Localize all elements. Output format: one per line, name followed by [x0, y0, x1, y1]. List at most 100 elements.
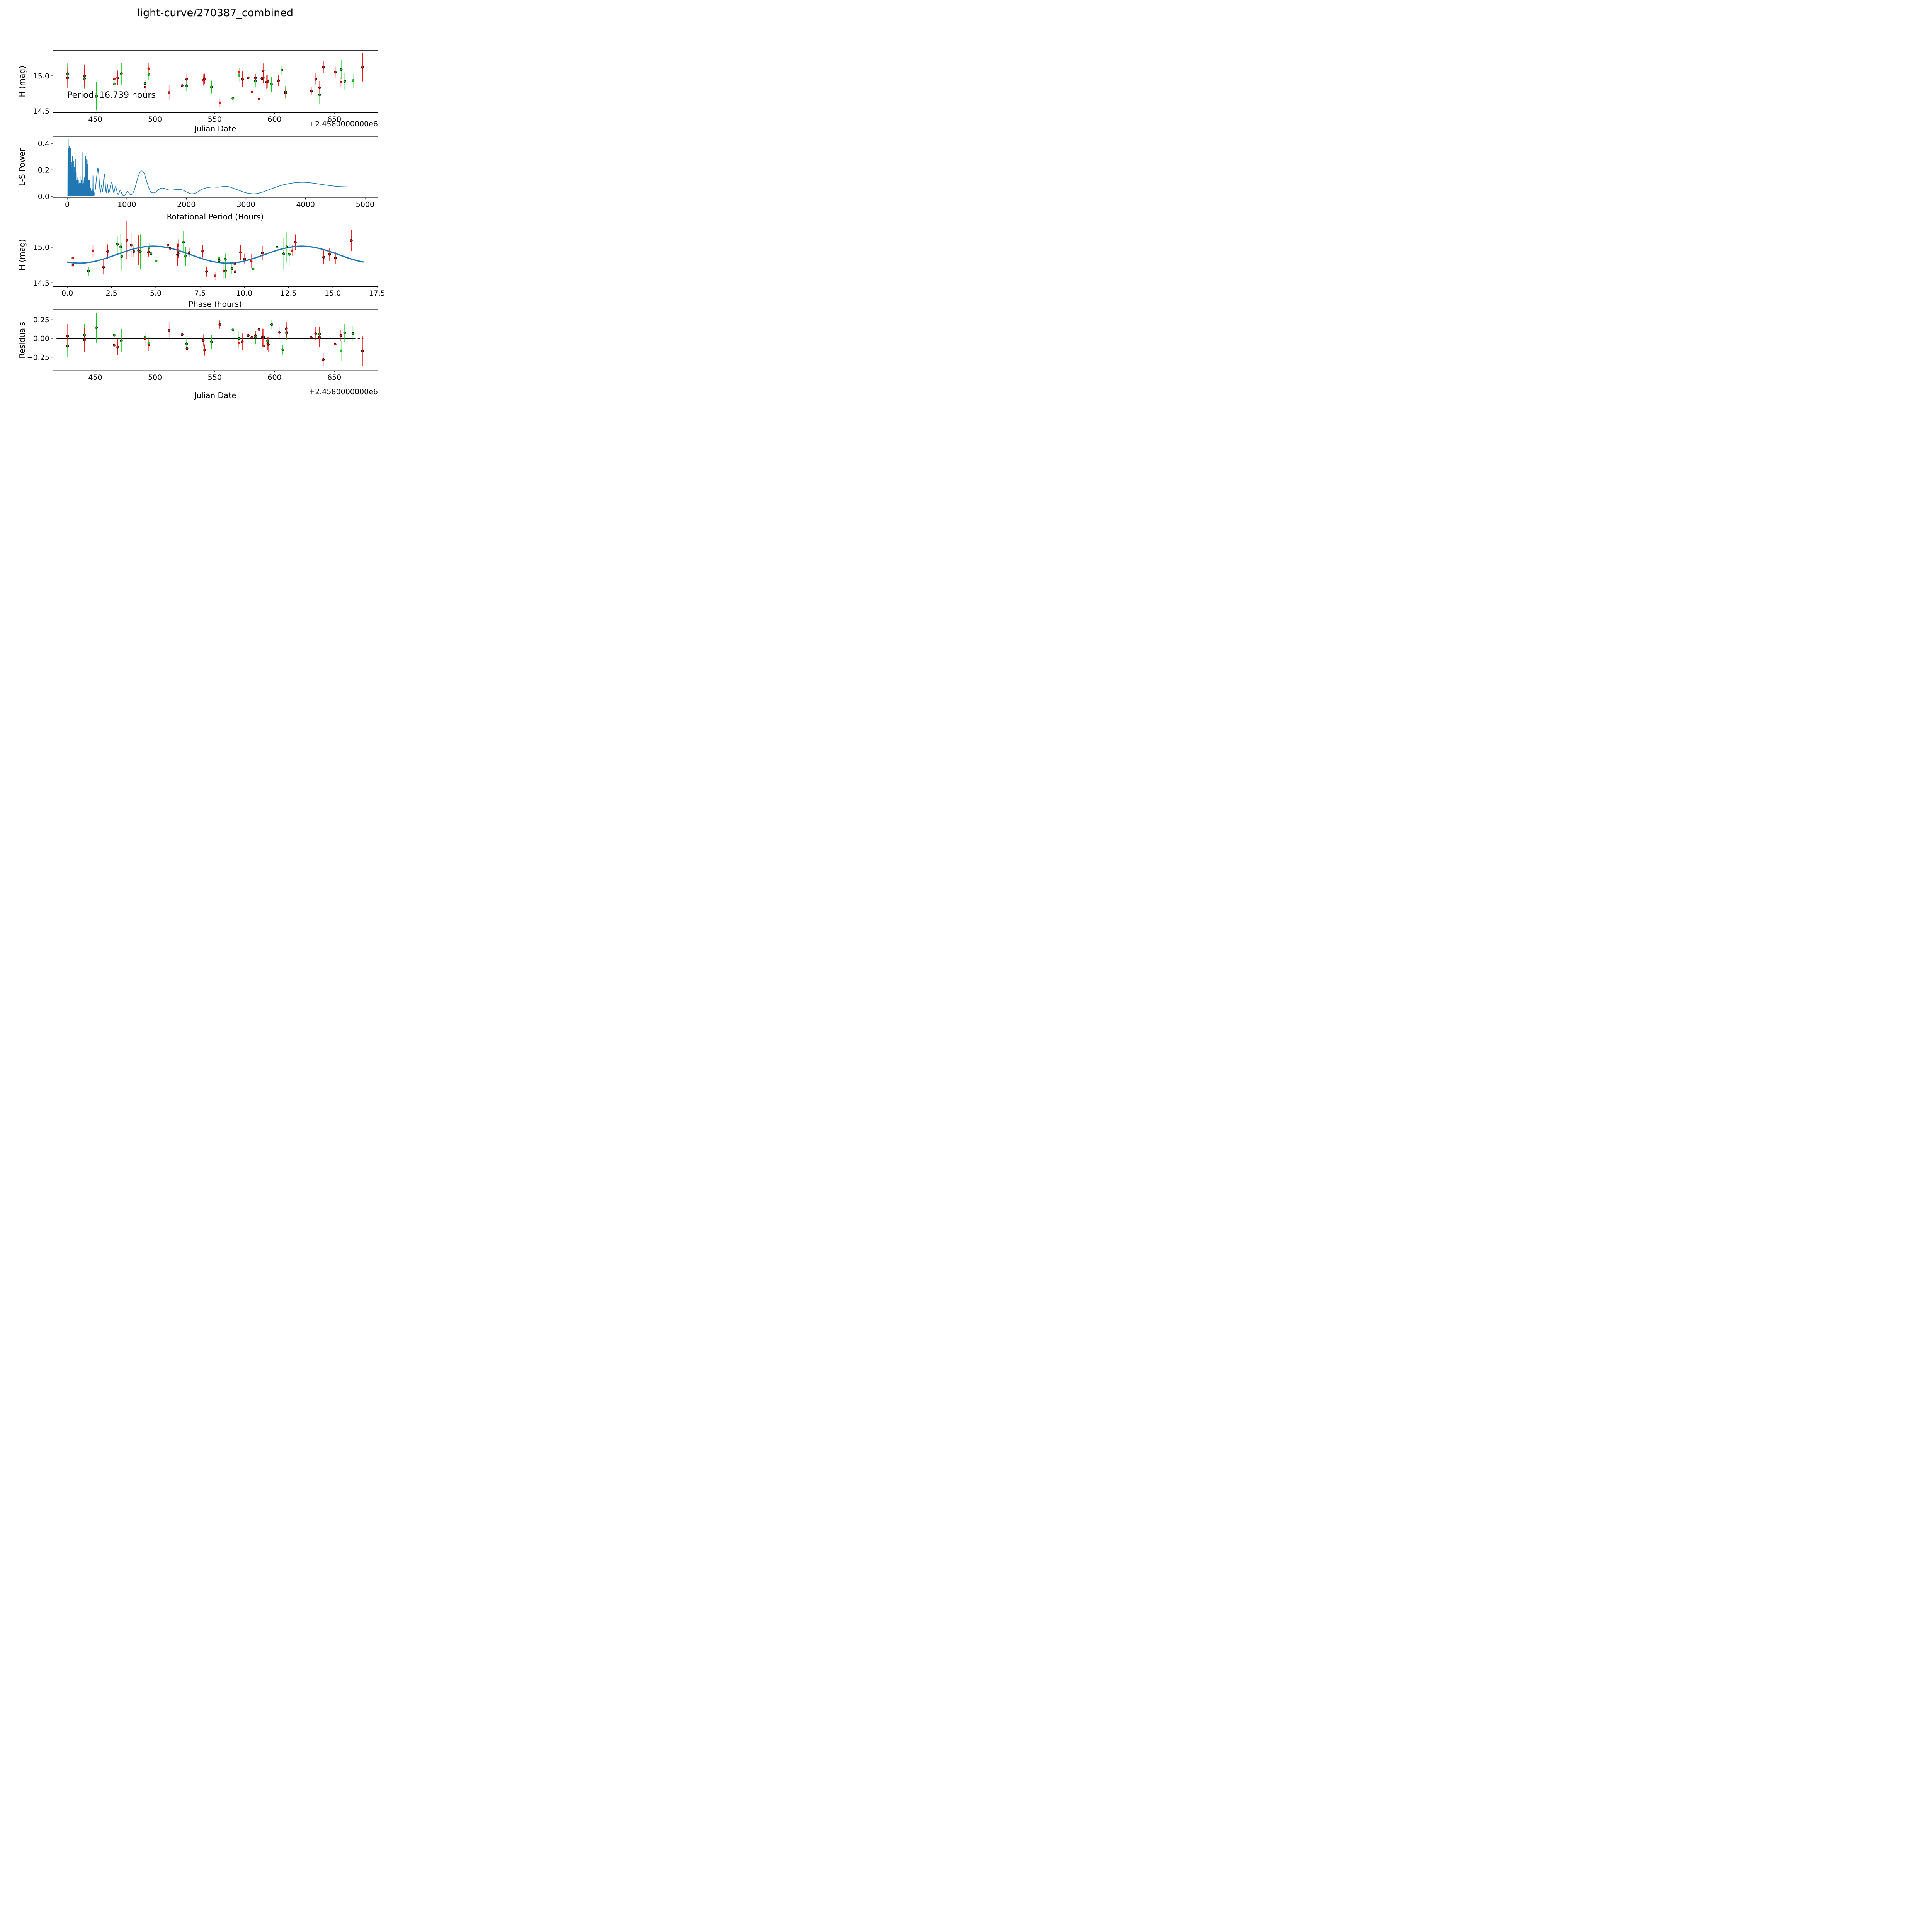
data-point-red: [334, 71, 337, 74]
p4-xaxis-offset: +2.4580000000e6: [309, 388, 378, 396]
x-tick-label: 600: [267, 115, 281, 124]
data-point-green: [148, 247, 151, 249]
data-point-red: [350, 239, 353, 242]
x-tick-label: 650: [327, 115, 341, 124]
data-point-green: [254, 79, 257, 82]
panel-residuals: 450 500 550 600 650 0.25 0.00 −0.25: [27, 309, 378, 382]
data-point-red: [113, 77, 116, 80]
data-point-red: [116, 77, 119, 79]
residual-point-red: [83, 338, 86, 342]
data-point-red: [238, 71, 240, 74]
data-point-red: [168, 91, 171, 94]
residual-point-red: [66, 335, 69, 338]
data-point-green: [288, 253, 291, 256]
x-tick-label: 0.0: [61, 289, 73, 298]
data-point-green: [185, 84, 188, 87]
data-point-red: [254, 77, 257, 79]
y-tick-label: 0.25: [33, 316, 49, 324]
p2-yaxis-label: L-S Power: [17, 148, 27, 186]
data-point-red: [177, 252, 180, 255]
residual-point-green: [231, 328, 235, 331]
y-tick-label: 0.4: [38, 139, 49, 148]
x-tick-label: 500: [148, 373, 162, 382]
light-curve-figure: light-curve/270387_combined Period: 16.7…: [0, 0, 417, 417]
data-point-red: [322, 256, 325, 259]
residual-point-red: [218, 323, 221, 326]
residual-point-red: [113, 344, 116, 347]
panel-jd_lightcurve: 450 500 550 600 650 15.0 14.5: [33, 50, 378, 124]
residual-point-red: [314, 332, 317, 335]
residual-point-red: [285, 327, 288, 330]
data-point-green: [270, 83, 273, 86]
residual-point-red: [257, 328, 260, 331]
panel-phase_curve: 0.0 2.5 5.0 7.5 10.0 12.5 15.0 17.5 15.0 14.5: [33, 221, 385, 298]
data-point-green: [285, 245, 288, 248]
x-tick-label: 450: [88, 373, 102, 382]
data-point-red: [214, 274, 216, 277]
data-point-red: [144, 85, 146, 88]
residual-point-red: [318, 335, 321, 338]
x-tick-label: 650: [327, 373, 341, 382]
residual-point-red: [147, 344, 150, 346]
data-point-red: [314, 78, 317, 81]
residual-point-green: [185, 342, 188, 345]
data-point-green: [210, 85, 213, 88]
residual-point-red: [267, 343, 270, 346]
residual-point-red: [241, 340, 244, 344]
residual-point-red: [285, 331, 288, 333]
data-point-green: [119, 245, 122, 248]
y-tick-label: −0.25: [27, 353, 49, 362]
residual-point-red: [202, 339, 205, 342]
data-point-red: [203, 77, 206, 80]
data-point-green: [231, 97, 235, 100]
data-point-red: [71, 264, 75, 267]
residual-point-red: [333, 343, 337, 345]
data-point-red: [247, 77, 250, 79]
p3-yaxis-label: H (mag): [17, 239, 27, 270]
data-point-red: [71, 257, 75, 259]
data-point-green: [113, 82, 116, 85]
data-point-red: [233, 262, 236, 265]
data-point-red: [106, 250, 109, 253]
residual-point-red: [185, 347, 189, 350]
y-tick-label: 0.0: [38, 192, 49, 201]
data-point-green: [238, 73, 240, 77]
data-point-green: [318, 93, 321, 96]
data-point-red: [239, 251, 242, 254]
data-point-red: [137, 249, 140, 252]
x-tick-label: 5.0: [150, 289, 162, 298]
residual-point-green: [340, 349, 343, 352]
x-tick-label: 550: [208, 115, 222, 124]
residual-point-red: [181, 333, 184, 336]
data-point-green: [276, 246, 279, 249]
data-point-green: [218, 259, 221, 262]
plot-frame-2: [53, 223, 378, 287]
figure-title: light-curve/270387_combined: [137, 7, 293, 19]
data-point-red: [291, 249, 294, 252]
plot-panels: 450 500 550 600 650 15.0 14.5 0 1000 2000 3000 4000…: [27, 50, 385, 382]
x-tick-label: 0: [65, 201, 70, 209]
residual-point-green: [120, 339, 123, 342]
residual-point-red: [168, 329, 171, 332]
data-point-green: [116, 243, 119, 246]
data-point-green: [143, 82, 146, 85]
data-point-red: [177, 243, 180, 247]
y-tick-label: 14.5: [33, 279, 49, 287]
data-point-green: [182, 241, 185, 244]
p3-xaxis-label: Phase (hours): [189, 299, 242, 309]
p1-xaxis-offset: +2.4580000000e6: [309, 120, 378, 128]
x-tick-label: 10.0: [236, 289, 252, 298]
p4-xaxis-label: Julian Date: [194, 391, 236, 400]
data-point-red: [168, 247, 172, 250]
x-tick-label: 450: [88, 115, 102, 124]
x-tick-label: 15.0: [325, 289, 341, 298]
x-tick-label: 3000: [236, 201, 255, 209]
x-tick-label: 5000: [356, 201, 374, 209]
data-point-green: [352, 79, 355, 82]
data-point-red: [205, 270, 208, 273]
residual-point-red: [262, 335, 265, 338]
data-point-red: [318, 86, 321, 89]
data-point-red: [294, 241, 297, 244]
data-point-red: [334, 257, 337, 259]
data-point-red: [233, 270, 236, 273]
